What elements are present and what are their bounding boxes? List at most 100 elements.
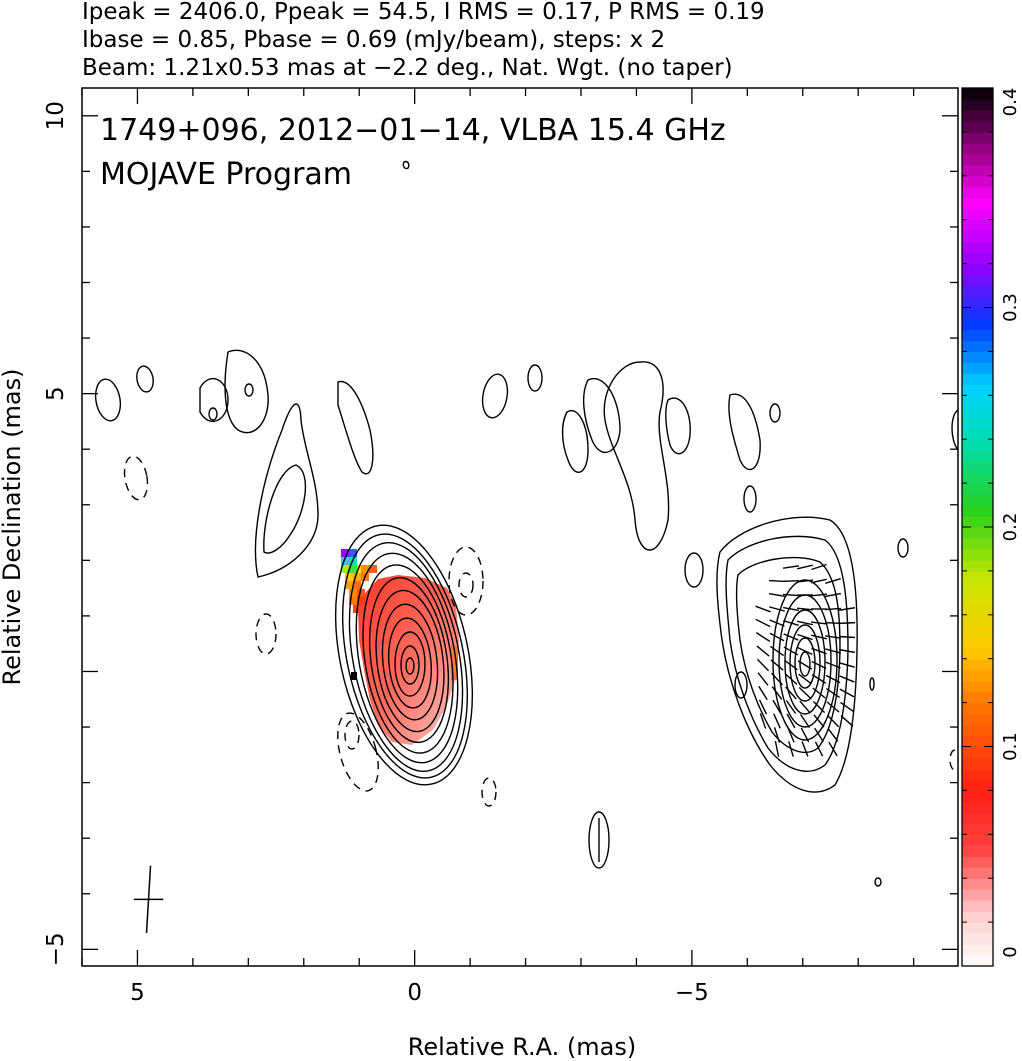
evpa-vector	[812, 687, 826, 699]
header-line-3: Beam: 1.21x0.53 mas at −2.2 deg., Nat. W…	[82, 55, 733, 81]
contour	[561, 409, 589, 473]
contour	[368, 576, 450, 744]
evpa-vector	[782, 593, 800, 597]
colorbar-segment	[962, 406, 993, 418]
evpa-vector	[797, 633, 813, 641]
evpa-vector	[783, 646, 799, 656]
colorbar-segment	[962, 153, 993, 166]
colorbar-segment	[962, 219, 993, 232]
colorbar-tick-label: 0.3	[1000, 293, 1021, 322]
colorbar-segment	[962, 801, 993, 813]
y-axis-label: Relative Declination (mas)	[0, 368, 26, 685]
contour	[603, 361, 670, 551]
beam-marker	[133, 865, 164, 933]
contour	[728, 393, 761, 471]
colorbar-segment	[962, 274, 993, 287]
colorbar-segment	[962, 263, 993, 276]
evpa-vector	[756, 645, 770, 657]
colorbar-segment	[962, 241, 993, 254]
contour	[402, 160, 410, 170]
colorbar-tick-label: 0.4	[1000, 88, 1021, 117]
contour	[405, 657, 415, 675]
colorbar-segment	[962, 505, 993, 517]
colorbar-segment	[962, 109, 993, 122]
colorbar-segment	[962, 164, 993, 177]
contour-negative	[123, 455, 149, 501]
contour	[224, 349, 269, 434]
evpa-vector	[785, 700, 797, 714]
evpa-vector	[769, 632, 785, 642]
contour-negative	[337, 712, 379, 792]
colorbar-segment	[962, 614, 993, 627]
evpa-vector	[783, 620, 799, 626]
colorbar-segment	[962, 428, 993, 440]
colorbar-segment	[962, 197, 993, 210]
source-title: 1749+096, 2012−01−14, VLBA 15.4 GHz	[100, 113, 726, 148]
colorbar-segment	[962, 647, 993, 660]
polarization-pixel	[353, 581, 361, 589]
evpa-vector	[785, 686, 797, 700]
colorbar-segment	[962, 889, 993, 901]
contour	[725, 535, 849, 772]
contour	[334, 524, 474, 786]
evpa-vector	[838, 635, 856, 639]
contour-negative	[344, 720, 360, 750]
evpa-vector	[810, 593, 828, 597]
contour	[388, 617, 432, 709]
program-label: MOJAVE Program	[100, 157, 352, 192]
contour	[789, 624, 821, 702]
evpa-vector	[824, 607, 842, 611]
evpa-vector	[838, 607, 856, 611]
polarization-pixel	[349, 549, 357, 557]
contour	[348, 541, 464, 773]
contour-negative	[255, 613, 277, 655]
plot-frame	[81, 87, 959, 967]
colorbar-segment	[962, 186, 993, 199]
polarization-pixel	[351, 672, 357, 680]
colorbar-segment	[962, 373, 993, 385]
x-axis-label: Relative R.A. (mas)	[408, 1033, 636, 1061]
polarization-pixel	[341, 549, 349, 557]
contour	[735, 556, 841, 753]
polarization-pixel	[345, 581, 353, 589]
polarization-pixel	[357, 589, 365, 597]
evpa-vector	[825, 648, 841, 654]
evpa-vector	[773, 727, 781, 743]
colorbar-segment	[962, 537, 993, 550]
evpa-vector	[758, 699, 768, 715]
contour	[665, 397, 691, 455]
evpa-vector	[814, 727, 824, 743]
polarization-pixel	[349, 597, 357, 605]
evpa-vector	[783, 633, 799, 641]
colorbar-tick-label: 0	[1000, 946, 1021, 957]
x-tick-label: 0	[407, 980, 422, 1006]
evpa-vector	[824, 635, 842, 639]
evpa-vector	[838, 648, 856, 654]
colorbar-segment	[962, 878, 993, 890]
polarization-pixel	[357, 597, 365, 605]
evpa-vector	[771, 672, 783, 686]
evpa-vector	[813, 714, 825, 728]
contour	[136, 365, 154, 393]
colorbar-segment	[962, 527, 993, 539]
evpa-vector	[772, 699, 782, 715]
evpa-vector	[770, 645, 784, 657]
contour	[481, 373, 509, 419]
polarization-pixel	[349, 589, 357, 597]
evpa-vector	[784, 659, 798, 671]
evpa-vector	[799, 700, 811, 714]
colorbar-segment	[962, 559, 993, 572]
evpa-vector	[755, 632, 771, 642]
evpa-vector	[771, 686, 783, 700]
evpa-vector	[756, 658, 770, 672]
contour	[772, 579, 838, 741]
evpa-vector	[812, 700, 826, 714]
contour-negative	[481, 777, 497, 807]
contour	[743, 485, 757, 513]
contour	[337, 380, 374, 475]
evpa-vector	[796, 579, 814, 583]
colorbar-segment	[962, 483, 993, 495]
colorbar-segment	[962, 735, 993, 748]
colorbar-segment	[962, 845, 993, 857]
contour	[794, 637, 816, 689]
